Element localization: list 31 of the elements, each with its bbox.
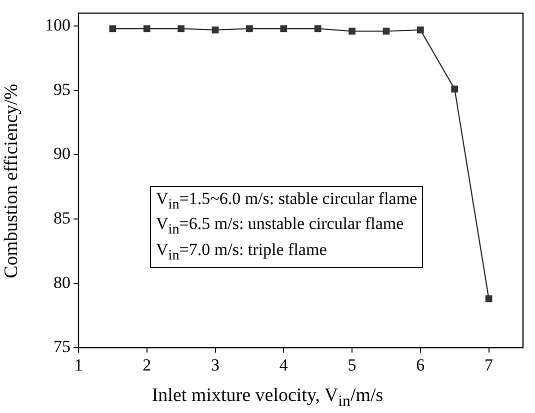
y-axis-title: Combustion efficiency/% bbox=[1, 82, 23, 280]
y-tick-label: 90 bbox=[54, 144, 70, 164]
y-tick-label: 80 bbox=[54, 272, 70, 292]
y-tick-label: 75 bbox=[54, 337, 70, 356]
x-tick-label: 3 bbox=[211, 355, 220, 374]
x-tick-label: 4 bbox=[279, 355, 288, 374]
y-tick-label: 95 bbox=[54, 80, 70, 99]
x-tick-label: 1 bbox=[74, 355, 83, 374]
point bbox=[212, 26, 219, 34]
point bbox=[314, 25, 322, 32]
point bbox=[485, 295, 492, 302]
x-tick-label: 2 bbox=[142, 355, 152, 374]
point bbox=[143, 25, 150, 32]
annotation: V$_{in}$=7.0 m/s: triple flame bbox=[156, 240, 328, 266]
x-tick-label: 6 bbox=[416, 355, 425, 374]
annotation: V$_{in}$=1.5~6.0 m/s: stable circular flame bbox=[156, 189, 418, 214]
x-axis-title: Inlet mixture velocity, V$_{in}$/m/s bbox=[150, 385, 384, 411]
point bbox=[246, 25, 253, 32]
x-tick-label: 5 bbox=[348, 355, 356, 374]
point bbox=[109, 25, 116, 32]
y-tick-label: 100 bbox=[45, 16, 70, 35]
annotation: V$_{in}$=6.5 m/s: unstable circular flame bbox=[156, 214, 405, 240]
point bbox=[178, 25, 185, 32]
point bbox=[382, 28, 390, 35]
y-tick-label: 85 bbox=[54, 208, 70, 228]
point bbox=[451, 86, 458, 93]
x-tick-label: 7 bbox=[484, 355, 494, 374]
text-box: V$_{in}$=1.5~6.0 m/s: stable circular flame V$_{in}$=6.5 m/s: unstable circular flame V$_{in}$=7.0 m/s: triple flame bbox=[150, 186, 424, 268]
point bbox=[416, 26, 424, 34]
point bbox=[280, 25, 288, 32]
point bbox=[348, 28, 356, 35]
